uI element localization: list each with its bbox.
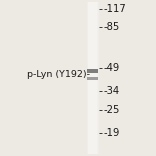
Bar bbox=[87, 77, 98, 80]
Bar bbox=[87, 2, 99, 154]
Text: -85: -85 bbox=[104, 22, 120, 32]
Text: -25: -25 bbox=[104, 105, 120, 115]
Text: p-Lyn (Y192)-: p-Lyn (Y192)- bbox=[27, 70, 90, 79]
Text: -34: -34 bbox=[104, 86, 120, 96]
Text: -49: -49 bbox=[104, 63, 120, 73]
Bar bbox=[97, 2, 98, 154]
Text: -117: -117 bbox=[104, 4, 127, 14]
Text: -19: -19 bbox=[104, 128, 120, 138]
Bar bbox=[98, 2, 99, 154]
Bar bbox=[87, 2, 88, 154]
Bar bbox=[87, 69, 98, 73]
